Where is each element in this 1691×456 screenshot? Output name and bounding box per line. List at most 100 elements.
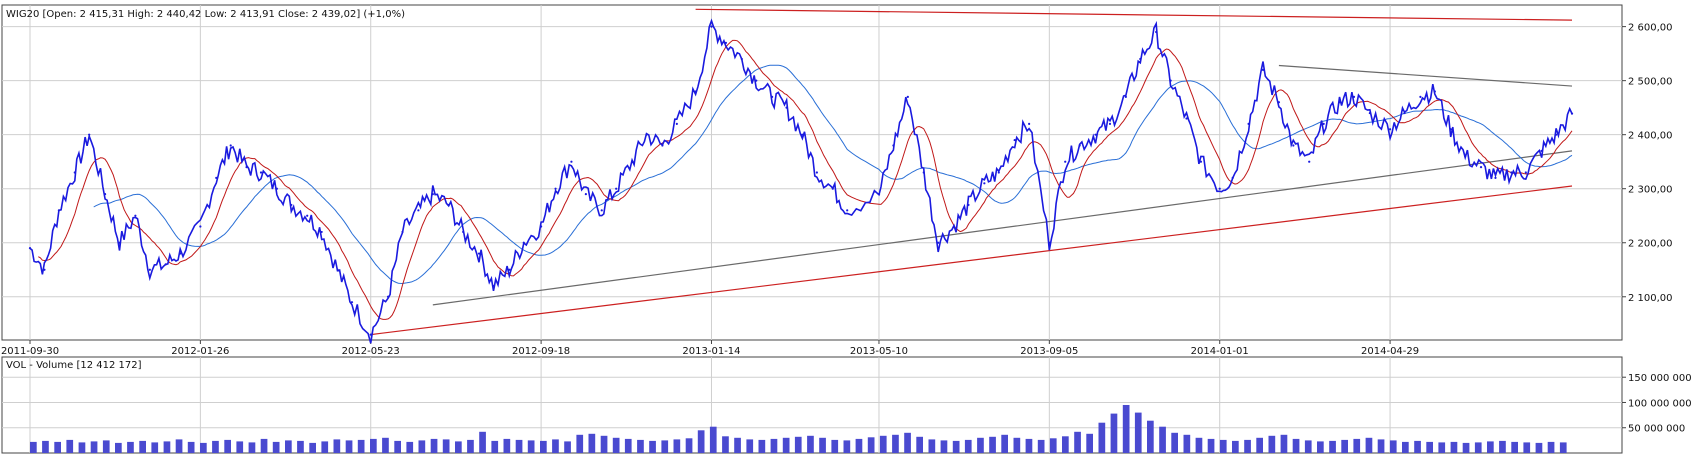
volume-bar bbox=[1438, 442, 1446, 453]
price-point bbox=[1540, 149, 1543, 152]
price-point bbox=[630, 160, 634, 163]
price-point bbox=[815, 171, 818, 174]
price-point bbox=[846, 209, 849, 212]
price-point bbox=[1449, 128, 1452, 131]
price-point bbox=[675, 122, 678, 125]
price-point bbox=[740, 57, 743, 61]
volume-bar bbox=[1365, 437, 1373, 453]
volume-panel: 150 000 000 100 000 000 50 000 000 VOL - V… bbox=[1, 356, 1691, 454]
volume-bar bbox=[1292, 438, 1300, 453]
price-point bbox=[1419, 95, 1422, 98]
price-point bbox=[88, 133, 91, 136]
price-point bbox=[431, 193, 434, 196]
price-panel: 2011-09-30 2012-01-26 2012-05-23 2012-09-18… bbox=[1, 4, 1673, 357]
price-point bbox=[386, 295, 390, 298]
volume-bar bbox=[90, 441, 98, 453]
price-point bbox=[477, 252, 481, 255]
volume-bar bbox=[78, 442, 86, 453]
price-point bbox=[73, 171, 76, 174]
price-point bbox=[103, 193, 107, 196]
volume-bar bbox=[1122, 405, 1130, 453]
volume-bar bbox=[139, 440, 146, 453]
volume-bar bbox=[746, 439, 754, 453]
price-point bbox=[554, 187, 557, 190]
volume-gridlines bbox=[2, 357, 1622, 453]
price-point bbox=[447, 203, 450, 207]
volume-bar bbox=[1462, 442, 1470, 453]
price-point bbox=[1464, 155, 1467, 158]
volume-bar bbox=[1523, 442, 1531, 453]
price-point bbox=[350, 301, 354, 304]
volume-bar bbox=[624, 438, 632, 453]
volume-bar bbox=[1207, 438, 1215, 453]
volume-bar bbox=[637, 439, 644, 453]
price-point bbox=[134, 214, 137, 217]
price-x-tick-label: 2014-04-29 bbox=[1361, 346, 1419, 357]
price-point bbox=[540, 225, 543, 228]
price-point bbox=[710, 25, 713, 28]
volume-bar bbox=[345, 440, 353, 453]
price-panel-title: WIG20 [Open: 2 415,31 High: 2 440,42 Low… bbox=[6, 9, 405, 20]
price-point bbox=[983, 182, 986, 185]
price-point bbox=[755, 79, 758, 82]
volume-bar bbox=[1487, 441, 1494, 453]
volume-bar bbox=[309, 442, 316, 453]
price-point bbox=[245, 165, 248, 169]
volume-bar bbox=[1183, 434, 1191, 453]
volume-panel-title: VOL - Volume [12 412 172] bbox=[6, 360, 142, 371]
volume-bar bbox=[467, 439, 474, 453]
volume-bar bbox=[685, 438, 693, 453]
price-point bbox=[164, 263, 167, 266]
price-point bbox=[522, 241, 525, 244]
volume-bar bbox=[1049, 438, 1057, 453]
volume-bar bbox=[151, 442, 159, 453]
price-x-tick-label: 2013-09-05 bbox=[1020, 346, 1078, 357]
price-point bbox=[336, 268, 339, 271]
price-point bbox=[199, 225, 202, 228]
volume-bar bbox=[102, 440, 110, 453]
price-point bbox=[492, 284, 495, 288]
volume-bar bbox=[600, 435, 608, 453]
price-point bbox=[877, 193, 881, 196]
price-point bbox=[1218, 187, 1221, 190]
price-point bbox=[694, 90, 697, 93]
price-point bbox=[922, 171, 925, 174]
price-point bbox=[306, 214, 309, 217]
price-y-axis: 2 600,00 2 500,00 2 400,00 2 300,00 2 200,00… bbox=[1622, 23, 1673, 304]
price-point bbox=[967, 203, 970, 207]
volume-bar bbox=[1074, 431, 1081, 453]
volume-bar bbox=[54, 441, 61, 453]
price-point bbox=[1108, 122, 1112, 125]
volume-bar bbox=[782, 437, 790, 453]
price-point bbox=[570, 160, 573, 163]
price-point bbox=[401, 230, 404, 234]
price-point bbox=[508, 268, 511, 271]
price-point bbox=[600, 209, 603, 212]
price-point bbox=[892, 144, 895, 147]
price-point bbox=[43, 268, 46, 271]
volume-bar bbox=[1086, 433, 1093, 453]
volume-bar bbox=[1426, 441, 1433, 453]
price-x-tick-label: 2011-09-30 bbox=[1, 346, 59, 357]
price-point bbox=[1028, 122, 1031, 125]
volume-bar bbox=[321, 441, 329, 453]
price-point bbox=[462, 230, 465, 234]
price-x-axis: 2011-09-30 2012-01-26 2012-05-23 2012-09-18… bbox=[1, 340, 1419, 357]
price-point bbox=[1185, 117, 1188, 120]
volume-bar bbox=[1195, 437, 1203, 453]
volume-bar bbox=[758, 439, 766, 453]
trendline-gray bbox=[1278, 64, 1573, 87]
volume-bar bbox=[333, 439, 341, 453]
price-point bbox=[1231, 176, 1234, 180]
volume-bar bbox=[1547, 441, 1555, 453]
volume-bar bbox=[1013, 437, 1021, 453]
volume-bar bbox=[819, 437, 826, 453]
volume-bar bbox=[734, 437, 741, 453]
price-point bbox=[1064, 160, 1067, 163]
volume-bar bbox=[1037, 439, 1045, 453]
price-y-tick-label: 2 300,00 bbox=[1628, 185, 1673, 196]
volume-bar bbox=[904, 432, 911, 453]
volume-bar bbox=[236, 441, 244, 453]
volume-bar bbox=[794, 436, 802, 453]
volume-y-axis: 150 000 000 100 000 000 50 000 000 bbox=[1622, 373, 1691, 435]
